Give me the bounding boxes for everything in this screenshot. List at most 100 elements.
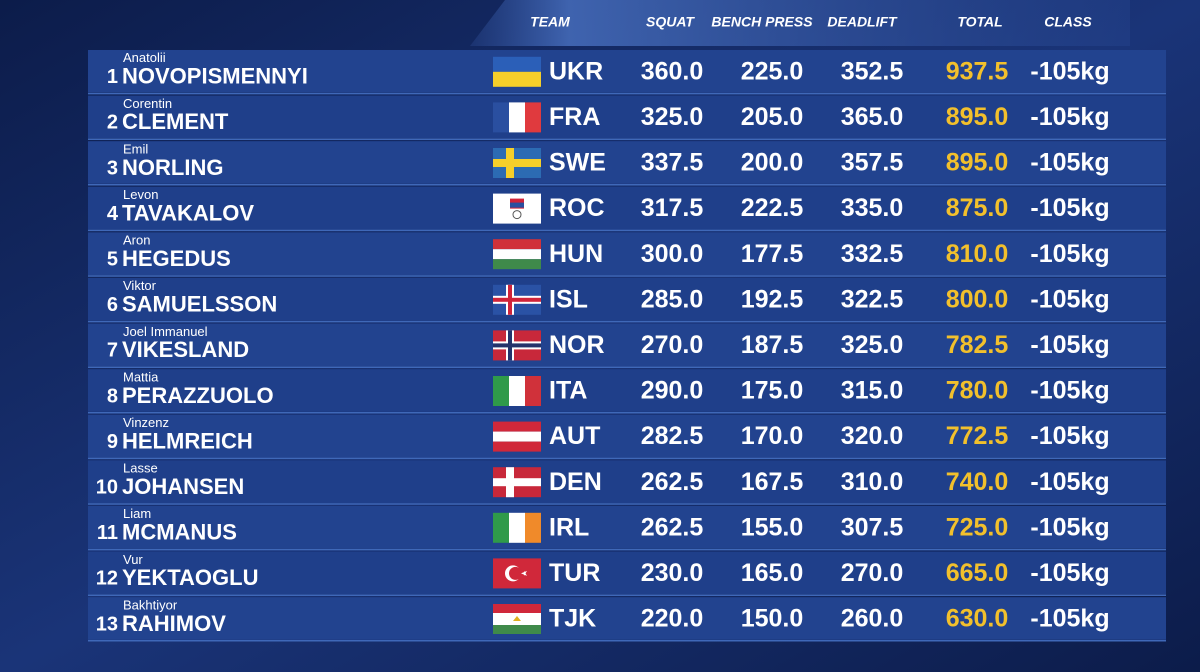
flag-part bbox=[513, 616, 521, 621]
squat: 290.0 bbox=[641, 377, 704, 405]
first-name: Joel Immanuel bbox=[123, 324, 208, 339]
last-name: VIKESLAND bbox=[122, 337, 249, 362]
total: 665.0 bbox=[946, 559, 1009, 587]
flag-part bbox=[493, 249, 541, 260]
row-band bbox=[88, 506, 1166, 549]
row-band bbox=[88, 141, 1166, 184]
row-band bbox=[88, 95, 1166, 139]
first-name: Vur bbox=[123, 552, 143, 567]
row-band bbox=[88, 597, 1166, 640]
team-code: ISL bbox=[549, 285, 588, 313]
row-band bbox=[88, 232, 1166, 275]
deadlift: 325.0 bbox=[841, 331, 904, 359]
deadlift: 320.0 bbox=[841, 422, 904, 450]
team-code: NOR bbox=[549, 331, 605, 359]
flag-part bbox=[509, 102, 525, 133]
squat: 262.5 bbox=[641, 468, 704, 496]
total: 772.5 bbox=[946, 422, 1009, 450]
rank: 9 bbox=[107, 431, 118, 453]
bench-press: 187.5 bbox=[741, 331, 804, 359]
bench-press: 225.0 bbox=[741, 57, 804, 85]
total: 937.5 bbox=[946, 57, 1009, 85]
rank: 7 bbox=[107, 340, 118, 362]
bench-press: 205.0 bbox=[741, 103, 804, 131]
header-squat: SQUAT bbox=[646, 14, 695, 30]
row-band bbox=[88, 369, 1166, 412]
flag-part bbox=[509, 376, 525, 406]
last-name: JOHANSEN bbox=[122, 474, 244, 499]
class: -105kg bbox=[1030, 559, 1109, 587]
rank: 8 bbox=[107, 385, 118, 407]
flag-part bbox=[493, 421, 541, 432]
class: -105kg bbox=[1030, 422, 1109, 450]
flag-part bbox=[493, 102, 509, 133]
row-band bbox=[88, 414, 1166, 458]
last-name: HELMREICH bbox=[122, 428, 253, 453]
class: -105kg bbox=[1030, 605, 1109, 633]
deadlift: 365.0 bbox=[841, 103, 904, 131]
row-band bbox=[88, 551, 1166, 595]
last-name: SAMUELSSON bbox=[122, 292, 277, 317]
first-name: Corentin bbox=[123, 96, 172, 111]
team-code: UKR bbox=[549, 57, 603, 85]
flag-part bbox=[512, 210, 522, 220]
first-name: Anatolii bbox=[123, 50, 166, 65]
team-code: AUT bbox=[549, 422, 600, 450]
total: 740.0 bbox=[946, 468, 1009, 496]
total: 810.0 bbox=[946, 240, 1009, 268]
row-band bbox=[88, 323, 1166, 367]
flag-part bbox=[525, 376, 541, 406]
last-name: NOVOPISMENNYI bbox=[122, 64, 308, 89]
team-code: FRA bbox=[549, 103, 600, 131]
flag-part bbox=[493, 56, 541, 72]
team-code: HUN bbox=[549, 240, 603, 268]
last-name: MCMANUS bbox=[122, 520, 237, 545]
flag-part bbox=[493, 239, 541, 250]
team-code: ROC bbox=[549, 194, 605, 222]
flag bbox=[493, 193, 541, 224]
class: -105kg bbox=[1030, 57, 1109, 85]
class: -105kg bbox=[1030, 103, 1109, 131]
row-band bbox=[88, 50, 1166, 93]
deadlift: 322.5 bbox=[841, 285, 904, 313]
last-name: CLEMENT bbox=[122, 109, 229, 134]
header-team: TEAM bbox=[530, 14, 570, 30]
deadlift: 335.0 bbox=[841, 194, 904, 222]
class: -105kg bbox=[1030, 240, 1109, 268]
last-name: HEGEDUS bbox=[122, 246, 231, 271]
flag-part bbox=[493, 71, 541, 87]
first-name: Bakhtiyor bbox=[123, 597, 178, 612]
bench-press: 150.0 bbox=[741, 605, 804, 633]
flag-part bbox=[493, 159, 541, 167]
deadlift: 307.5 bbox=[841, 513, 904, 541]
bench-press: 192.5 bbox=[741, 285, 804, 313]
header-deadlift: DEADLIFT bbox=[827, 14, 898, 30]
rank: 3 bbox=[107, 157, 118, 179]
rank: 6 bbox=[107, 294, 118, 316]
total: 895.0 bbox=[946, 103, 1009, 131]
flag-part bbox=[509, 512, 525, 543]
flag bbox=[493, 56, 541, 87]
flag-part bbox=[521, 570, 527, 576]
flag-part bbox=[493, 478, 541, 487]
class: -105kg bbox=[1030, 285, 1109, 313]
row-band bbox=[88, 278, 1166, 321]
first-name: Liam bbox=[123, 506, 151, 521]
flag bbox=[493, 421, 541, 452]
flag bbox=[493, 512, 541, 543]
squat: 337.5 bbox=[641, 149, 704, 177]
flag bbox=[493, 330, 541, 361]
flag-part bbox=[493, 297, 541, 302]
row-band bbox=[88, 460, 1166, 503]
total: 725.0 bbox=[946, 513, 1009, 541]
bench-press: 200.0 bbox=[741, 149, 804, 177]
class: -105kg bbox=[1030, 194, 1109, 222]
last-name: TAVAKALOV bbox=[122, 200, 254, 225]
flag-part bbox=[493, 512, 509, 543]
squat: 262.5 bbox=[641, 513, 704, 541]
total: 875.0 bbox=[946, 194, 1009, 222]
deadlift: 352.5 bbox=[841, 57, 904, 85]
bench-press: 155.0 bbox=[741, 513, 804, 541]
